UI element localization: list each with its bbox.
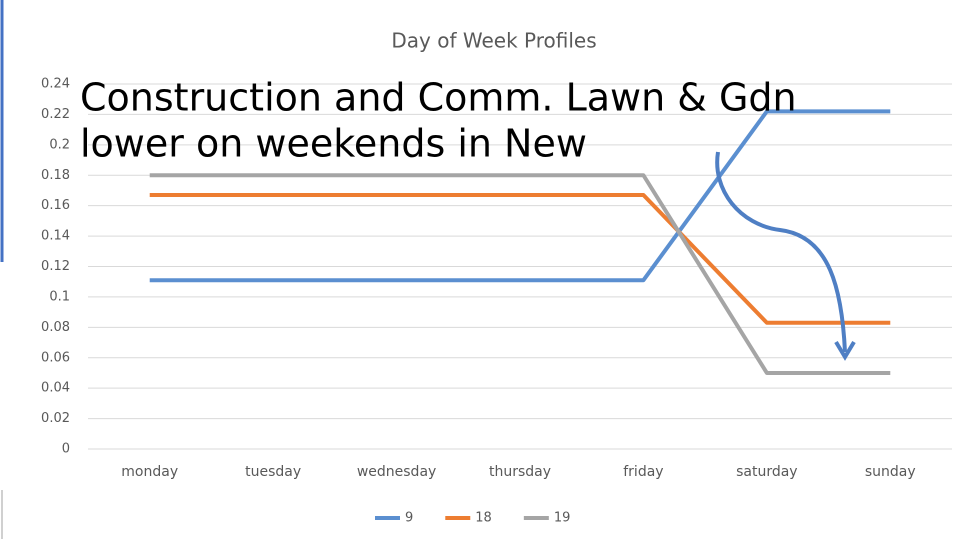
- y-tick-label: 0.14: [41, 229, 70, 244]
- legend-label: 9: [405, 511, 413, 526]
- y-tick-label: 0.18: [41, 168, 70, 183]
- y-tick-label: 0.1: [49, 289, 70, 304]
- y-tick-label: 0.04: [41, 381, 70, 396]
- series-line: [149, 109, 891, 283]
- y-tick-label: 0.02: [41, 411, 70, 426]
- x-tick-label: wednesday: [357, 464, 436, 480]
- y-tick-label: 0.08: [41, 320, 70, 335]
- arrow: [715, 151, 847, 353]
- annotation: lower on weekends in New: [80, 122, 587, 166]
- x-tick-label: saturday: [736, 464, 798, 480]
- legend-label: 19: [554, 511, 571, 526]
- chart-title: Day of Week Profiles: [391, 29, 596, 53]
- series-line: [149, 193, 891, 325]
- x-tick-label: thursday: [489, 464, 551, 480]
- x-tick-label: sunday: [865, 464, 916, 480]
- y-tick-label: 0.12: [41, 259, 70, 274]
- x-tick-label: friday: [623, 464, 663, 480]
- plot-area: 0 0.02 0.04 0.06 0.08 0.1 0.12 0.14 0.16 0.18 0.2 0…: [41, 77, 952, 526]
- x-tick-label: tuesday: [245, 464, 301, 480]
- legend-label: 18: [475, 511, 492, 526]
- arrow-head: [834, 340, 856, 361]
- annotation: Construction and Comm. Lawn & Gdn: [80, 76, 797, 120]
- y-tick-label: 0: [62, 442, 70, 457]
- y-tick-label: 0.22: [41, 107, 70, 122]
- y-tick-label: 0.16: [41, 198, 70, 213]
- series-line: [149, 173, 891, 375]
- y-tick-label: 0.24: [41, 77, 70, 92]
- y-tick-label: 0.06: [41, 350, 70, 365]
- y-tick-label: 0.2: [49, 137, 70, 152]
- x-tick-label: monday: [121, 464, 178, 480]
